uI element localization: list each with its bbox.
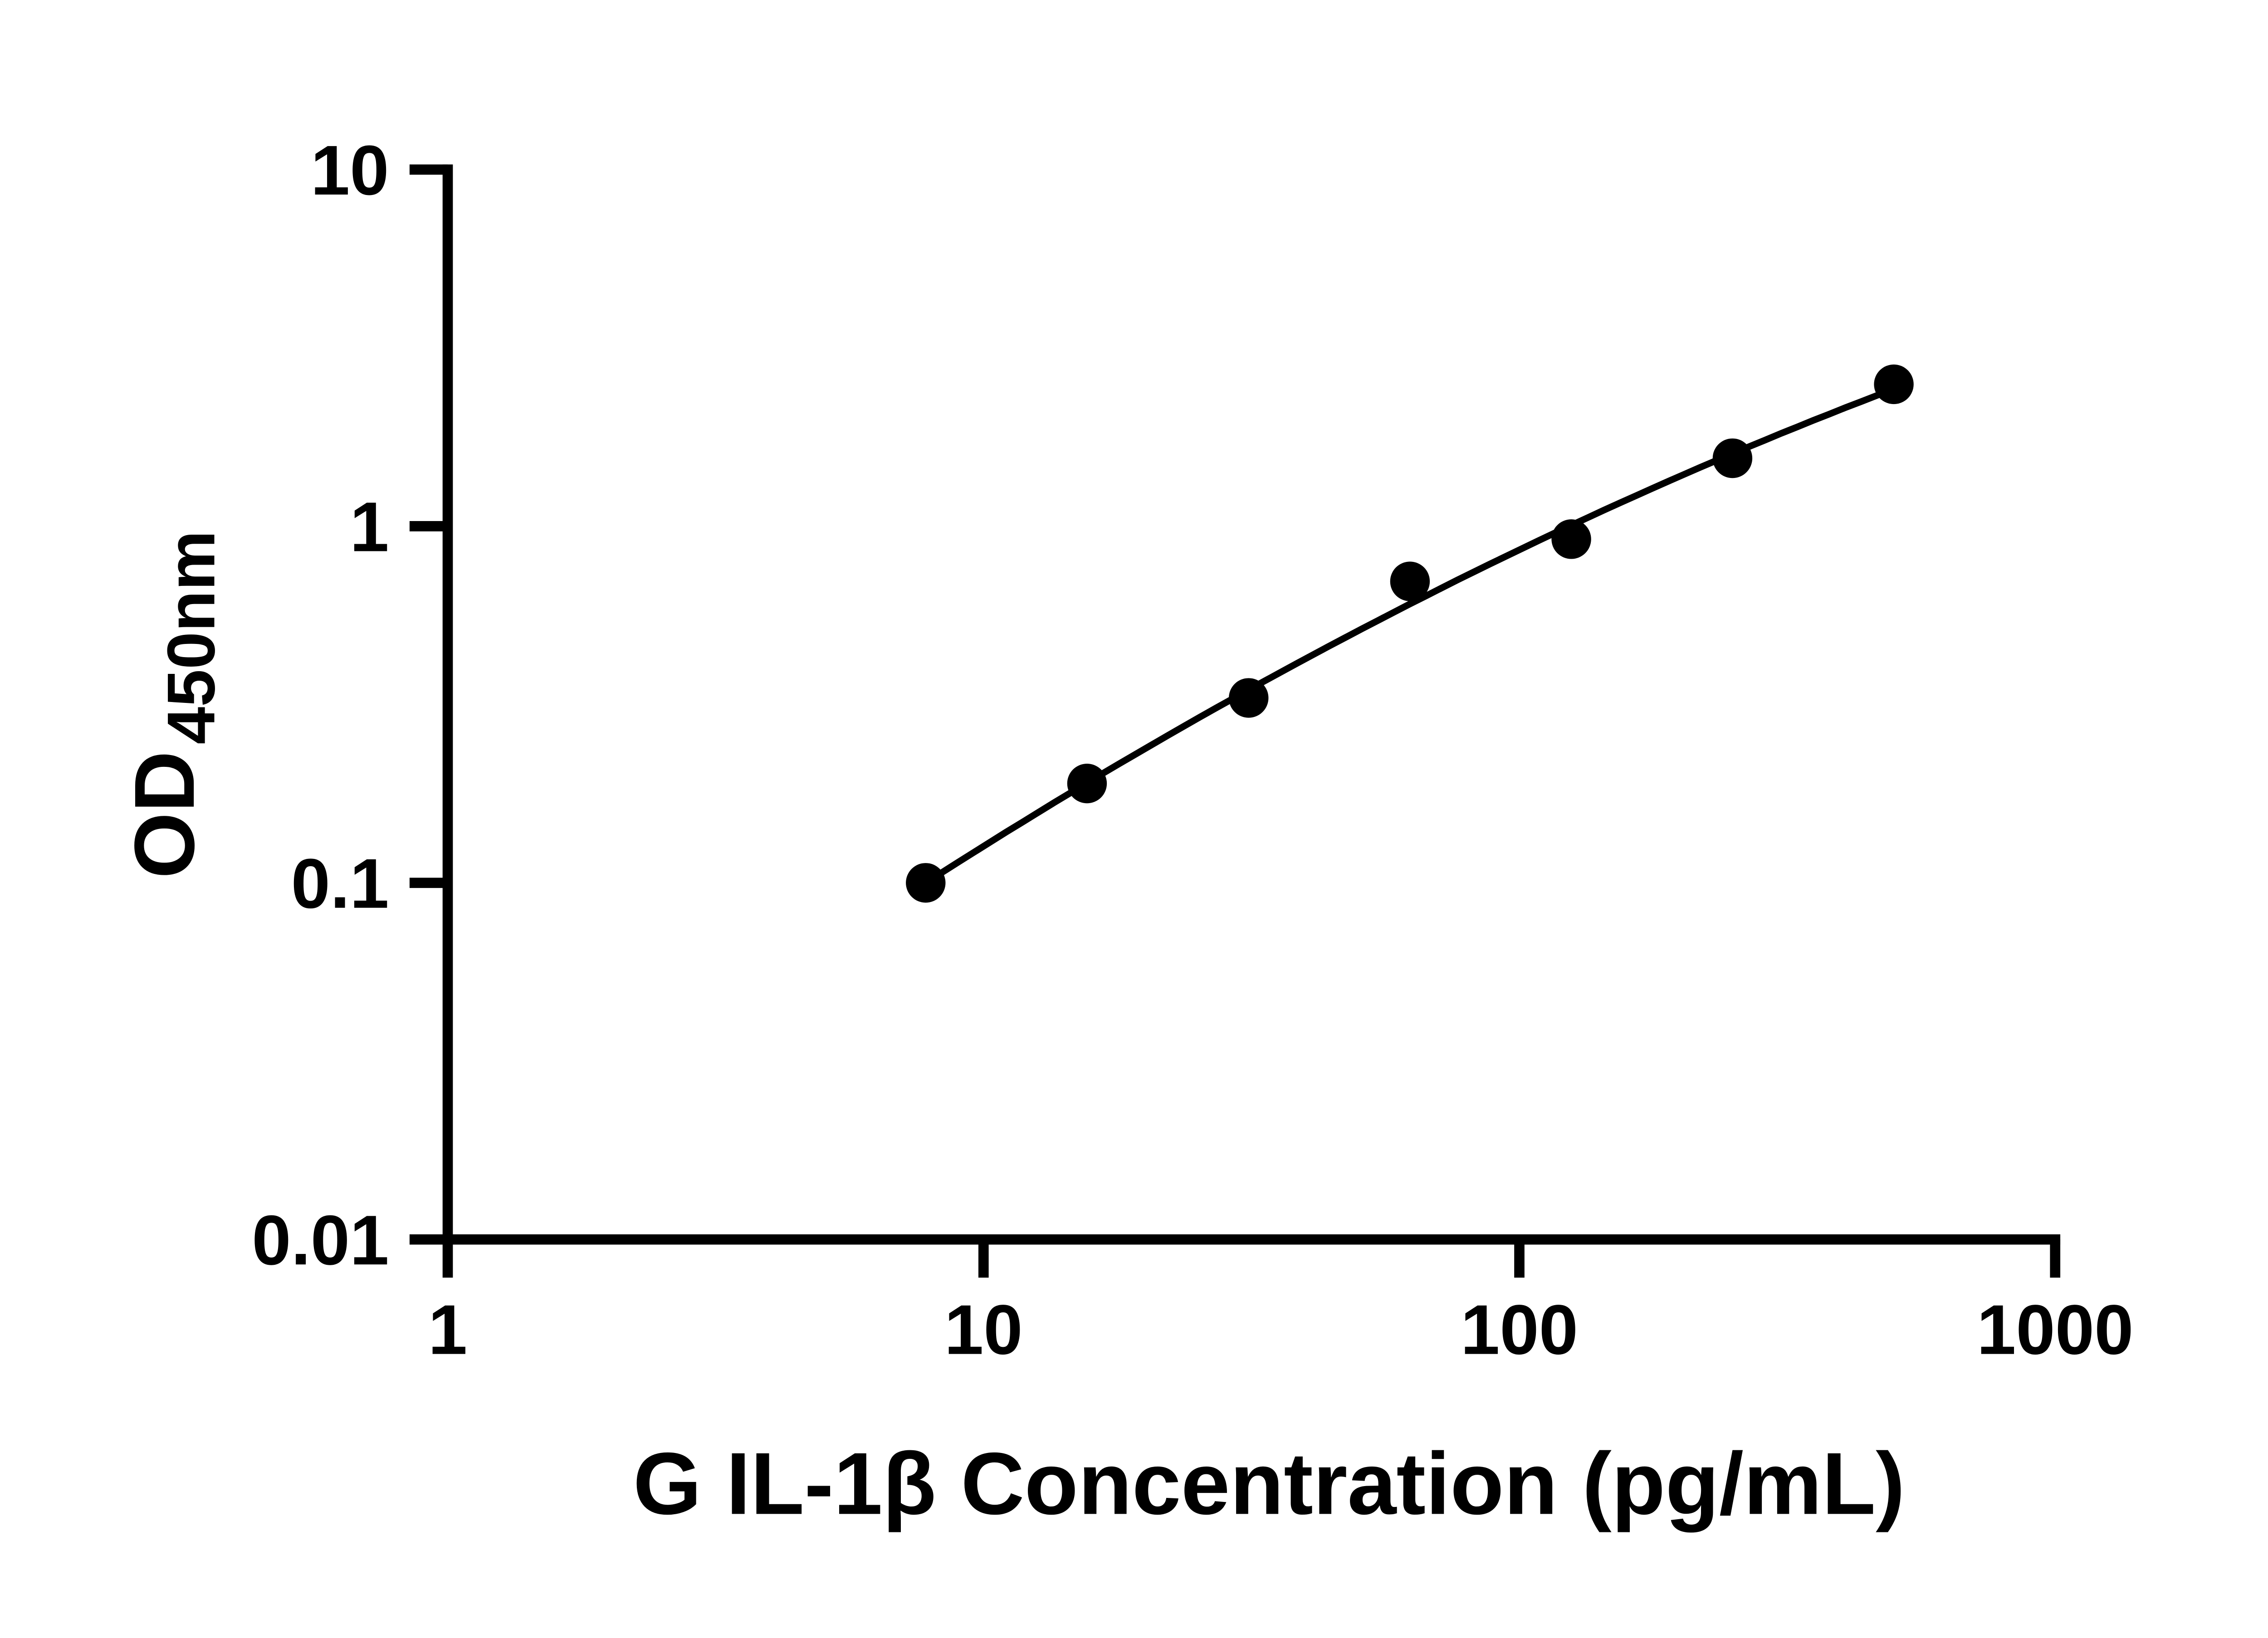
axes bbox=[442, 164, 2061, 1245]
y-axis-ticks: 0.01 0.1 1 10 bbox=[252, 131, 448, 1279]
x-tick-label: 1 bbox=[428, 1290, 467, 1369]
data-point bbox=[1229, 678, 1269, 718]
x-tick-label: 10 bbox=[944, 1290, 1023, 1369]
y-tick-label: 0.01 bbox=[252, 1200, 389, 1279]
data-point bbox=[1551, 519, 1591, 559]
y-axis-title-main: OD bbox=[117, 751, 212, 879]
data-point bbox=[1712, 438, 1753, 478]
data-point bbox=[1390, 561, 1430, 601]
data-points bbox=[906, 364, 1914, 903]
y-axis-title-subscript: 450nm bbox=[153, 531, 229, 745]
y-tick-label: 1 bbox=[350, 487, 389, 566]
x-axis-ticks: 1 10 100 1000 bbox=[428, 1239, 2134, 1369]
x-tick-label: 100 bbox=[1461, 1290, 1578, 1369]
y-tick-label: 0.1 bbox=[291, 844, 389, 923]
data-point bbox=[1874, 364, 1914, 405]
y-axis-title: OD 450nm bbox=[117, 531, 229, 879]
x-tick-label: 1000 bbox=[1977, 1290, 2134, 1369]
data-point bbox=[906, 863, 946, 903]
x-axis-title: G IL-1β Concentration (pg/mL) bbox=[633, 1434, 1905, 1533]
y-tick-label: 10 bbox=[311, 131, 389, 210]
data-point bbox=[1067, 763, 1107, 804]
